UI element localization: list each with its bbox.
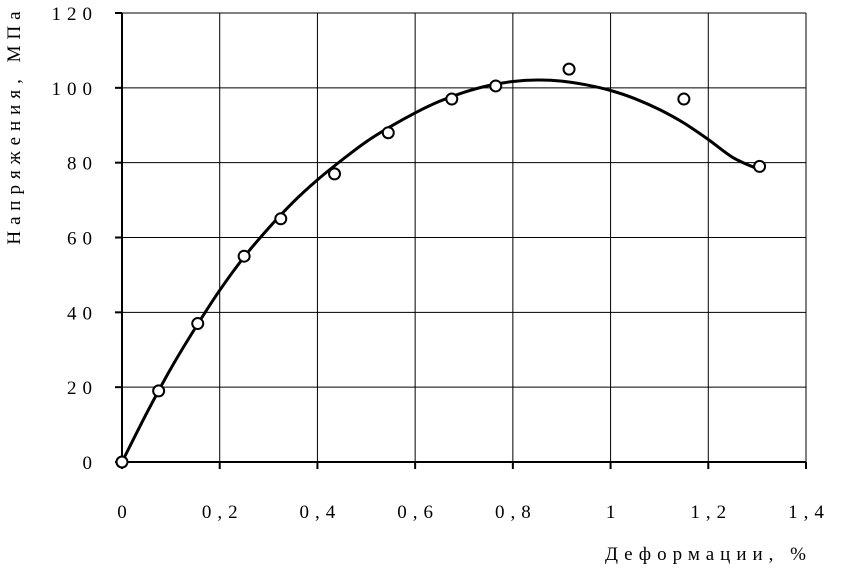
data-point-5 (328, 167, 342, 181)
data-point-11 (753, 159, 767, 173)
data-point-2 (191, 317, 205, 331)
y-tick-label-6: 120 (52, 4, 99, 25)
data-point-0 (115, 455, 129, 469)
x-tick-label-4: 0,8 (495, 502, 537, 523)
x-tick-label-6: 1,2 (690, 502, 732, 523)
y-tick-label-1: 20 (67, 378, 98, 399)
fit-curve (120, 78, 758, 463)
data-point-8 (489, 79, 503, 93)
y-tick-label-0: 0 (83, 453, 99, 474)
x-tick-label-1: 0,2 (202, 502, 244, 523)
data-point-4 (274, 212, 288, 226)
y-tick-label-2: 40 (67, 303, 98, 324)
data-point-10 (677, 92, 691, 106)
x-tick-label-3: 0,6 (397, 502, 439, 523)
data-point-6 (381, 126, 395, 140)
data-point-7 (445, 92, 459, 106)
x-tick-label-2: 0,4 (300, 502, 342, 523)
grid-lines (122, 12, 807, 462)
y-axis-ticks: 0 20 40 60 80 100 120 (52, 4, 122, 474)
y-tick-label-5: 100 (52, 79, 99, 100)
y-tick-label-3: 60 (67, 229, 98, 250)
y-axis-label: Напряжения, МПа (4, 5, 25, 244)
x-axis-ticks: 0 0,2 0,4 0,6 0,8 1 1,2 1,4 (117, 462, 830, 523)
x-axis-label: Деформации, % (605, 544, 812, 565)
y-tick-label-4: 80 (67, 154, 98, 175)
data-point-1 (152, 384, 166, 398)
data-point-3 (237, 249, 251, 263)
x-tick-label-5: 1 (606, 502, 622, 523)
data-point-9 (562, 62, 576, 76)
x-tick-label-7: 1,4 (788, 502, 830, 523)
data-points (115, 62, 767, 469)
x-tick-label-0: 0 (117, 502, 133, 523)
